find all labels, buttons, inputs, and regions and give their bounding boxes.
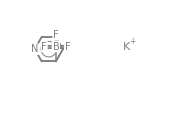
Text: B: B (52, 42, 59, 52)
Text: F: F (65, 42, 70, 52)
Text: F: F (53, 30, 59, 40)
Text: F: F (42, 42, 47, 52)
Text: N: N (31, 44, 38, 54)
Text: +: + (129, 37, 135, 46)
Text: K: K (123, 42, 130, 52)
